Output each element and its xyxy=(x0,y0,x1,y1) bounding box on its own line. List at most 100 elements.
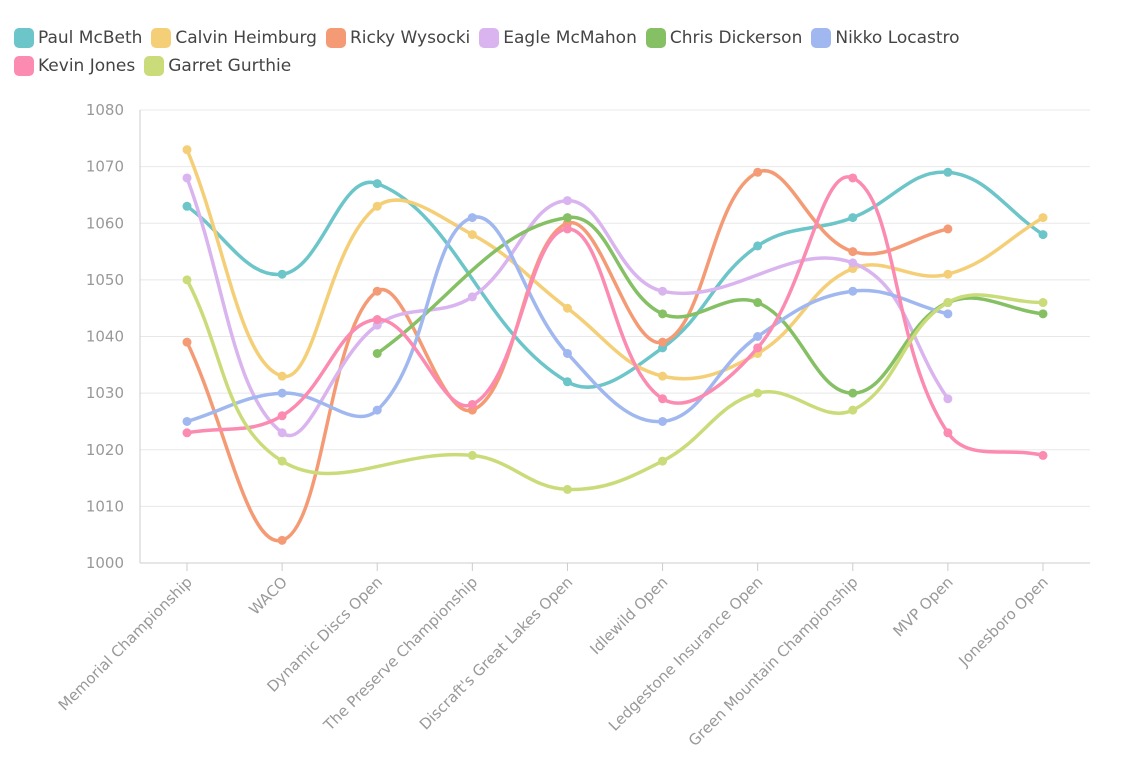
legend-item[interactable]: Paul McBeth xyxy=(14,26,142,50)
series-kevin-jones xyxy=(182,173,1048,460)
legend-item[interactable]: Chris Dickerson xyxy=(645,26,803,50)
data-point[interactable] xyxy=(943,309,953,319)
data-point[interactable] xyxy=(1038,298,1048,308)
data-point[interactable] xyxy=(562,213,572,223)
legend-swatch xyxy=(811,28,832,48)
legend-label: Calvin Heimburg xyxy=(175,28,317,48)
data-point[interactable] xyxy=(848,258,858,268)
legend-label: Chris Dickerson xyxy=(669,28,803,48)
y-tick-label: 1020 xyxy=(86,441,124,459)
data-point[interactable] xyxy=(182,428,192,438)
data-point[interactable] xyxy=(1038,230,1048,240)
data-point[interactable] xyxy=(658,337,668,347)
y-tick-label: 1010 xyxy=(86,497,124,515)
data-point[interactable] xyxy=(182,201,192,211)
series-line xyxy=(186,175,1044,458)
legend-item[interactable]: Nikko Locastro xyxy=(811,26,960,50)
series-paul-mcbeth xyxy=(182,167,1048,389)
data-point[interactable] xyxy=(658,456,668,466)
x-tick-label: The Preserve Championship xyxy=(319,573,481,735)
series-line xyxy=(185,148,1044,381)
data-point[interactable] xyxy=(562,303,572,313)
data-point[interactable] xyxy=(182,145,192,155)
data-point[interactable] xyxy=(372,286,382,296)
data-point[interactable] xyxy=(277,456,287,466)
data-point[interactable] xyxy=(277,535,287,545)
data-point[interactable] xyxy=(943,298,953,308)
data-point[interactable] xyxy=(562,196,572,206)
data-point[interactable] xyxy=(467,230,477,240)
data-point[interactable] xyxy=(658,309,668,319)
data-point[interactable] xyxy=(753,343,763,353)
data-point[interactable] xyxy=(943,428,953,438)
series-nikko-locastro xyxy=(182,213,953,426)
y-tick-label: 1060 xyxy=(86,214,124,232)
data-point[interactable] xyxy=(562,484,572,494)
data-point[interactable] xyxy=(1038,450,1048,460)
legend-swatch xyxy=(325,28,346,48)
data-point[interactable] xyxy=(182,173,192,183)
data-point[interactable] xyxy=(658,416,668,426)
data-point[interactable] xyxy=(943,224,953,234)
data-point[interactable] xyxy=(277,371,287,381)
data-point[interactable] xyxy=(182,275,192,285)
y-tick-label: 1050 xyxy=(86,271,124,289)
data-point[interactable] xyxy=(943,269,953,279)
data-point[interactable] xyxy=(753,332,763,341)
data-point[interactable] xyxy=(753,388,763,398)
legend-label: Paul McBeth xyxy=(38,28,143,48)
data-point[interactable] xyxy=(467,450,477,460)
data-point[interactable] xyxy=(372,348,382,358)
series-garret-gurthie xyxy=(182,275,1048,494)
data-point[interactable] xyxy=(562,377,572,387)
data-point[interactable] xyxy=(277,411,287,421)
data-point[interactable] xyxy=(943,167,953,177)
data-point[interactable] xyxy=(848,173,858,183)
data-point[interactable] xyxy=(562,224,572,234)
data-point[interactable] xyxy=(372,315,382,325)
data-point[interactable] xyxy=(562,348,572,358)
data-point[interactable] xyxy=(943,394,953,404)
data-point[interactable] xyxy=(277,269,287,279)
legend-swatch xyxy=(14,56,34,76)
legend-item[interactable]: Kevin Jones xyxy=(14,54,135,78)
x-tick-label: Green Mountain Championship xyxy=(685,573,862,750)
legend-label: Nikko Locastro xyxy=(835,28,960,48)
data-point[interactable] xyxy=(848,405,858,415)
x-tick-label: WACO xyxy=(245,573,290,618)
data-point[interactable] xyxy=(467,399,477,409)
data-point[interactable] xyxy=(467,292,477,302)
data-point[interactable] xyxy=(753,241,763,251)
x-tick-label: Ledgestone Insurance Open xyxy=(605,573,767,735)
legend-item[interactable]: Eagle McMahon xyxy=(479,26,637,50)
data-point[interactable] xyxy=(1038,213,1048,223)
y-tick-label: 1030 xyxy=(86,384,124,402)
data-point[interactable] xyxy=(372,179,382,189)
data-point[interactable] xyxy=(848,213,858,223)
data-point[interactable] xyxy=(753,298,763,308)
data-point[interactable] xyxy=(658,286,668,296)
data-point[interactable] xyxy=(372,405,382,415)
data-point[interactable] xyxy=(658,394,668,404)
y-tick-label: 1000 xyxy=(86,554,124,572)
legend-item[interactable]: Calvin Heimburg xyxy=(151,26,317,50)
data-point[interactable] xyxy=(372,201,382,211)
data-point[interactable] xyxy=(1038,309,1048,319)
data-point[interactable] xyxy=(753,167,763,177)
data-point[interactable] xyxy=(848,247,858,257)
data-point[interactable] xyxy=(658,371,668,381)
legend: Paul McBeth Calvin Heimburg Ricky Wysocki E… xyxy=(14,26,1014,78)
data-point[interactable] xyxy=(277,428,287,438)
data-point[interactable] xyxy=(467,213,477,223)
x-tick-label: Idlewild Open xyxy=(586,573,671,658)
legend-item[interactable]: Ricky Wysocki xyxy=(325,26,470,50)
data-point[interactable] xyxy=(848,388,858,398)
data-point[interactable] xyxy=(182,337,192,347)
data-point[interactable] xyxy=(848,286,858,296)
series-eagle-mcmahon xyxy=(182,173,953,438)
data-point[interactable] xyxy=(182,416,192,426)
legend-item[interactable]: Garret Gurthie xyxy=(144,54,291,78)
legend-swatch xyxy=(645,28,666,48)
series-line xyxy=(186,215,949,424)
data-point[interactable] xyxy=(277,388,287,398)
